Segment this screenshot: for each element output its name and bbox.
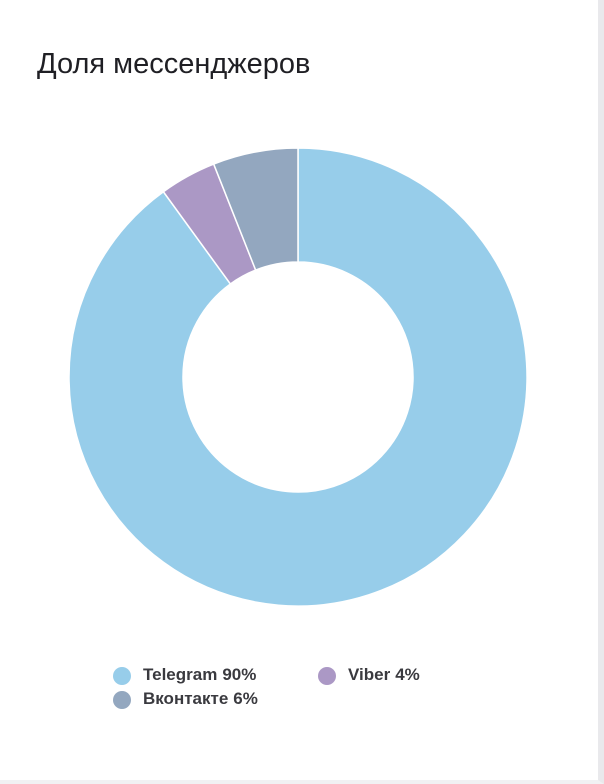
legend-value: 4% xyxy=(395,665,420,684)
legend-label: Viber 4% xyxy=(348,665,420,684)
legend-value: 90% xyxy=(222,665,256,684)
donut xyxy=(68,147,528,607)
slice xyxy=(68,147,528,607)
slice xyxy=(212,147,299,272)
legend-marker xyxy=(113,691,131,709)
legend-name: Telegram xyxy=(143,665,217,684)
legend-marker xyxy=(113,667,131,685)
chart-title: Доля мессенджеров xyxy=(37,48,310,80)
legend-name: Вконтакте xyxy=(143,689,228,708)
legend-label: Telegram 90% xyxy=(143,665,256,684)
legend: Telegram 90% Viber 4% Вконтакте 6% xyxy=(113,665,420,709)
legend-value: 6% xyxy=(233,689,258,708)
legend-marker xyxy=(318,667,336,685)
legend-name: Viber xyxy=(348,665,391,684)
legend-label: Вконтакте 6% xyxy=(143,689,258,708)
